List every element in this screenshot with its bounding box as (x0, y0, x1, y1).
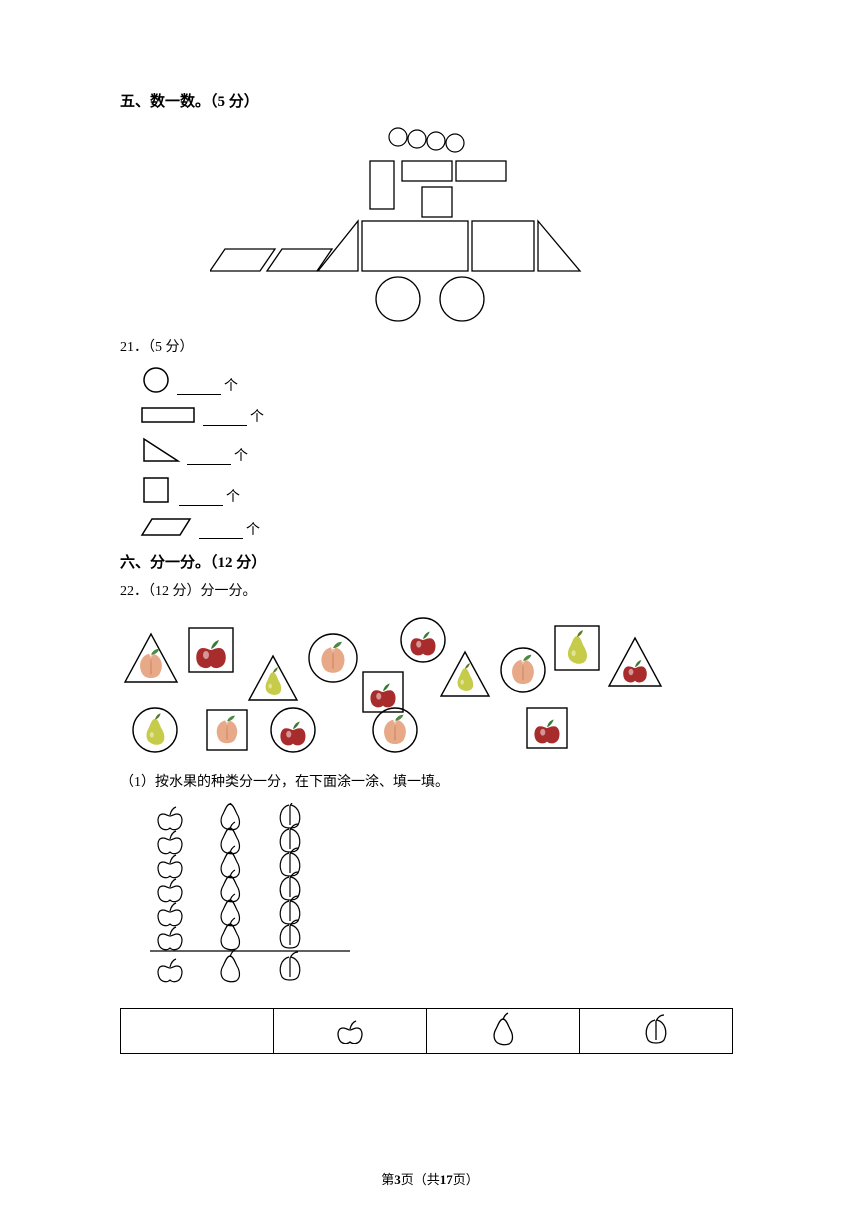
cell-blank[interactable] (121, 1009, 274, 1054)
blank-rect[interactable] (203, 411, 247, 426)
page: 五、数一数。（5 分） (0, 0, 860, 1216)
unit-rect: 个 (250, 406, 264, 426)
blank-tri[interactable] (187, 450, 231, 465)
fruit-shapes-illustration (115, 610, 750, 765)
footer-mid: 页（共 (401, 1172, 440, 1187)
fruit-tally-grid (140, 803, 750, 988)
unit-para: 个 (246, 519, 260, 539)
row-circle: 个 (140, 365, 750, 395)
row-triangle: 个 (140, 435, 750, 465)
train-illustration (210, 119, 750, 344)
row-square: 个 (140, 474, 750, 506)
unit-sq: 个 (226, 486, 240, 506)
page-footer: 第3页（共17页） (0, 1169, 860, 1188)
blank-circle[interactable] (177, 380, 221, 395)
footer-total: 17 (440, 1172, 453, 1187)
blank-para[interactable] (199, 524, 243, 539)
q22-sub1: （1）按水果的种类分一分，在下面涂一涂、填一填。 (120, 771, 750, 791)
section5-heading: 五、数一数。（5 分） (120, 90, 750, 111)
footer-prefix: 第 (381, 1172, 394, 1187)
q22-label: 22．（12 分）分一分。 (120, 580, 750, 600)
unit-circle: 个 (224, 375, 238, 395)
cell-pear[interactable] (427, 1009, 580, 1054)
footer-suffix: 页） (453, 1172, 479, 1187)
cell-peach[interactable] (580, 1009, 733, 1054)
row-parallelogram: 个 (140, 515, 750, 539)
fruit-count-table (120, 1008, 733, 1054)
unit-tri: 个 (234, 445, 248, 465)
blank-sq[interactable] (179, 491, 223, 506)
cell-apple[interactable] (274, 1009, 427, 1054)
shape-count-list: 个 个 个 个 个 (140, 365, 750, 539)
row-rect: 个 (140, 404, 750, 426)
section6-heading: 六、分一分。（12 分） (120, 551, 750, 572)
